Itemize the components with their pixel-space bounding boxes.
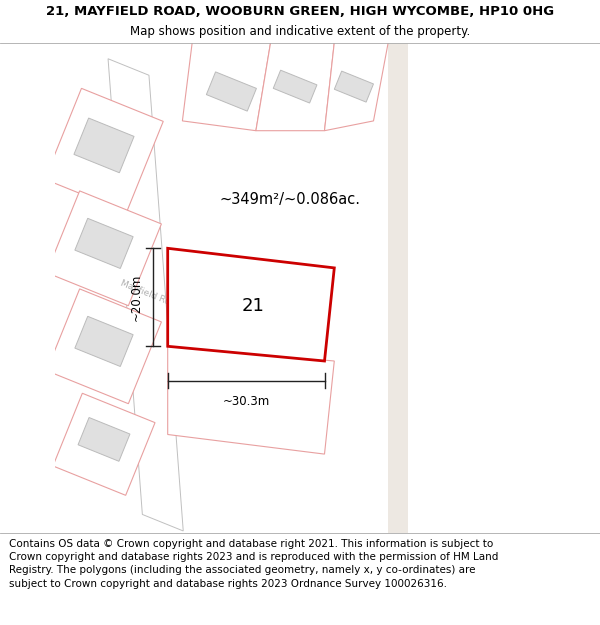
Polygon shape [47, 289, 161, 404]
Polygon shape [168, 346, 334, 454]
Polygon shape [190, 268, 302, 336]
Polygon shape [55, 42, 408, 532]
Polygon shape [182, 42, 271, 131]
Polygon shape [334, 71, 373, 102]
Text: 21, MAYFIELD ROAD, WOOBURN GREEN, HIGH WYCOMBE, HP10 0HG: 21, MAYFIELD ROAD, WOOBURN GREEN, HIGH W… [46, 5, 554, 18]
Text: Mayfield Road: Mayfield Road [119, 279, 182, 311]
Polygon shape [74, 118, 134, 172]
Polygon shape [108, 59, 183, 531]
Polygon shape [206, 72, 256, 111]
Text: Contains OS data © Crown copyright and database right 2021. This information is : Contains OS data © Crown copyright and d… [9, 539, 499, 589]
Text: ~30.3m: ~30.3m [223, 395, 270, 408]
Text: 21: 21 [242, 297, 265, 315]
Polygon shape [53, 393, 155, 496]
Polygon shape [273, 70, 317, 103]
Polygon shape [75, 316, 133, 366]
Polygon shape [388, 42, 408, 532]
Polygon shape [256, 42, 334, 131]
Text: ~349m²/~0.086ac.: ~349m²/~0.086ac. [220, 192, 361, 207]
Text: Map shows position and indicative extent of the property.: Map shows position and indicative extent… [130, 24, 470, 38]
Polygon shape [47, 191, 161, 306]
Polygon shape [45, 88, 163, 212]
Polygon shape [168, 248, 334, 361]
Polygon shape [75, 218, 133, 269]
Polygon shape [78, 418, 130, 461]
Polygon shape [325, 42, 388, 131]
Text: ~20.0m: ~20.0m [130, 274, 143, 321]
